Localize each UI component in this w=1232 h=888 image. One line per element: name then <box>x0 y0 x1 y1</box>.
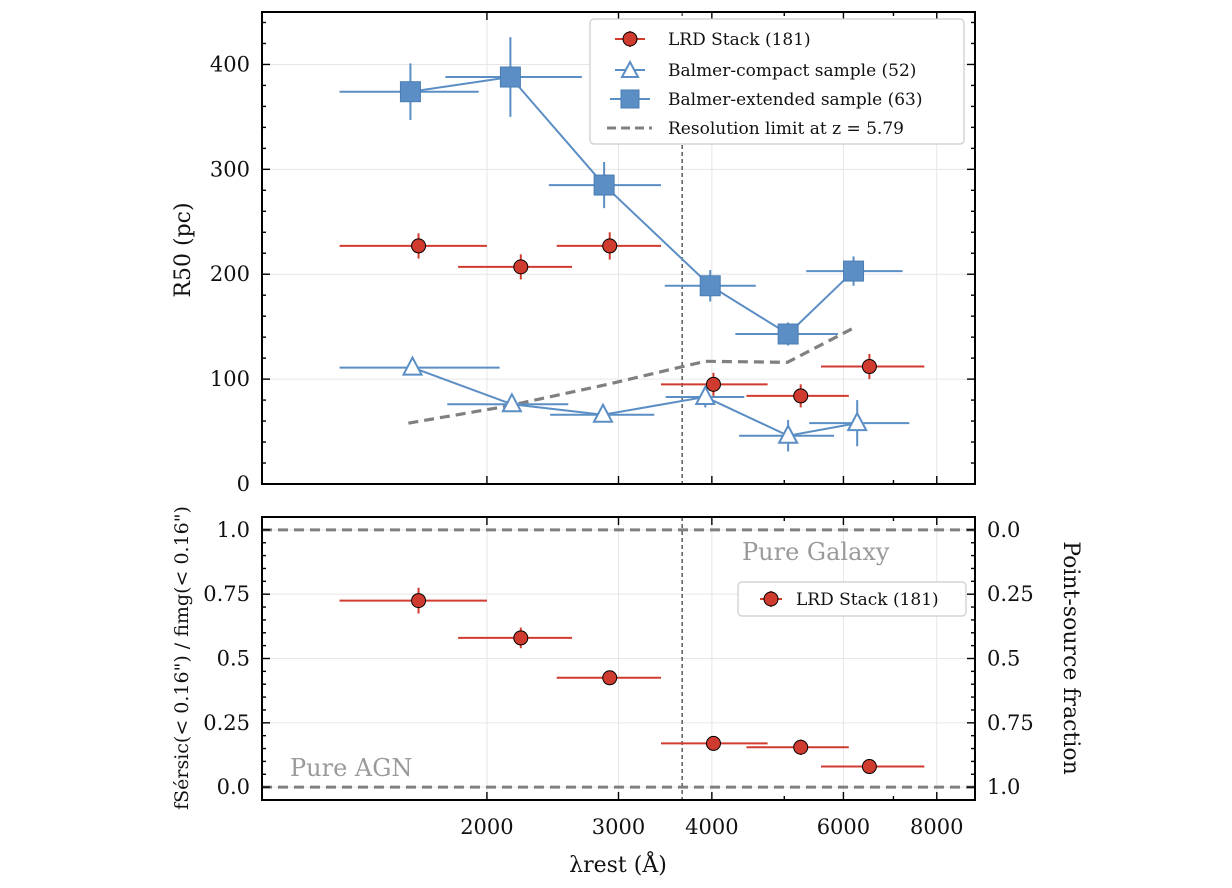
bottom-legend-lrd-symbol <box>760 591 782 607</box>
pure-galaxy-label: Pure Galaxy <box>742 538 890 566</box>
bottom-legend-lrd-label: LRD Stack (181) <box>796 590 939 610</box>
bottom-grid <box>262 517 975 800</box>
top-legend-box <box>589 18 965 145</box>
bottom-lrd-point <box>705 735 721 751</box>
top-extended-connecting-line <box>410 75 855 336</box>
bottom-right-y-tick-label: 0.75 <box>987 711 1034 735</box>
legend-resolution-label: Resolution limit at z = 5.79 <box>668 119 904 139</box>
bottom-lrd-point <box>602 670 618 686</box>
legend-compact-symbol <box>615 59 645 78</box>
top-compact-point <box>401 355 424 376</box>
x-tick-label: 3000 <box>592 815 645 839</box>
x-axis-label: λrest (Å) <box>569 850 667 878</box>
top-y-axis-label: R50 (pc) <box>171 202 196 297</box>
top-compact-connecting-line <box>412 366 858 437</box>
top-y-tick-label: 0 <box>237 472 250 496</box>
top-lrd-point <box>793 388 809 404</box>
bottom-right-y-axis-label: Point-source fraction <box>1058 541 1083 775</box>
bottom-y-axis-label: fSérsic(< 0.16") / fimg(< 0.16") <box>171 506 193 810</box>
bottom-legend: LRD Stack (181) <box>737 581 967 617</box>
bottom-lrd-point <box>411 593 427 609</box>
legend-extended-label: Balmer-extended sample (63) <box>668 90 923 110</box>
x-tick-label: 4000 <box>685 815 738 839</box>
top-extended-point <box>777 323 799 345</box>
top-extended-point <box>699 275 721 297</box>
bottom-y-tick-label: 0.75 <box>203 582 250 606</box>
top-extended-point <box>593 174 615 196</box>
top-panel-frame <box>261 11 976 485</box>
legend-lrd-label: LRD Stack (181) <box>668 30 811 50</box>
top-y-tick-label: 200 <box>210 262 250 286</box>
x-tick-label: 2000 <box>460 815 513 839</box>
bottom-legend-box <box>737 581 967 617</box>
bottom-right-y-tick-label: 0.25 <box>987 582 1034 606</box>
bottom-panel-frame <box>261 516 976 801</box>
top-extended-point <box>499 66 521 88</box>
top-lrd-point <box>513 259 529 275</box>
bottom-y-tick-label: 0.25 <box>203 711 250 735</box>
x-tick-label: 8000 <box>910 815 963 839</box>
axes: 2000 3000 4000 6000 8000 0 100 200 300 400 0.0 0.25… <box>203 12 1034 839</box>
top-y-tick-label: 400 <box>210 52 250 76</box>
legend-compact-label: Balmer-compact sample (52) <box>668 61 916 81</box>
bottom-y-tick-label: 0.0 <box>217 775 250 799</box>
top-legend: LRD Stack (181) Balmer-compact sample (5… <box>589 18 965 145</box>
pure-agn-label: Pure AGN <box>290 754 412 782</box>
top-lrd-point <box>861 359 877 375</box>
top-lrd-point <box>705 376 721 392</box>
top-compact-point <box>501 392 523 413</box>
bottom-y-tick-label: 0.5 <box>217 647 250 671</box>
top-compact-point <box>592 402 614 423</box>
top-y-tick-label: 100 <box>210 367 250 391</box>
bottom-lrd-point <box>793 739 809 755</box>
bottom-right-y-tick-label: 0.5 <box>987 647 1020 671</box>
bottom-lrd-point <box>513 630 529 646</box>
top-compact-point <box>846 411 868 432</box>
bottom-right-y-tick-label: 1.0 <box>987 775 1020 799</box>
top-compact-point <box>694 384 716 405</box>
bottom-y-tick-label: 1.0 <box>217 518 250 542</box>
top-lrd-point <box>411 238 427 254</box>
top-panel-marks <box>339 12 925 484</box>
legend-extended-symbol <box>610 89 650 109</box>
x-tick-label: 6000 <box>817 815 870 839</box>
top-resolution-resolution-line <box>408 326 855 425</box>
bottom-right-y-tick-label: 0.0 <box>987 518 1020 542</box>
top-compact-point <box>777 423 799 444</box>
top-extended-point <box>843 260 865 282</box>
bottom-lrd-point <box>861 759 877 775</box>
top-y-tick-label: 300 <box>210 157 250 181</box>
legend-lrd-symbol <box>615 31 645 47</box>
top-extended-point <box>399 81 421 103</box>
top-lrd-point <box>602 238 618 254</box>
bottom-panel-marks <box>262 517 975 800</box>
